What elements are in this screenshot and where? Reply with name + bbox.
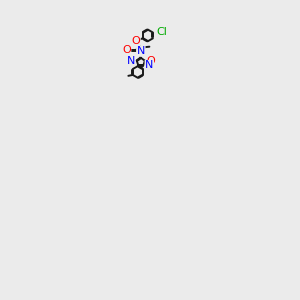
Text: Cl: Cl xyxy=(156,27,167,37)
Text: O: O xyxy=(131,36,140,46)
Text: N: N xyxy=(136,46,145,56)
Text: N: N xyxy=(127,56,135,66)
Text: N: N xyxy=(145,61,154,70)
Text: O: O xyxy=(122,45,131,56)
Text: O: O xyxy=(147,56,155,66)
